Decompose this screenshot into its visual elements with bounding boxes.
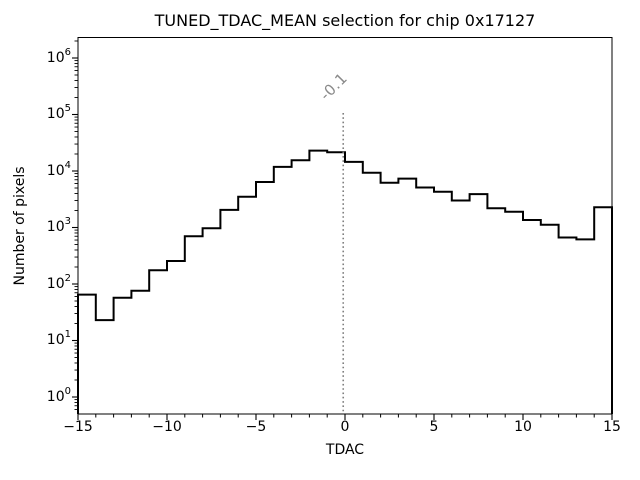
axes-spines: [77, 37, 613, 415]
y-tick-label: 104: [46, 159, 71, 179]
y-tick-label: 101: [46, 329, 71, 348]
y-tick-label: 105: [46, 103, 71, 122]
x-tick-label: −15: [63, 419, 93, 435]
chart-title: TUNED_TDAC_MEAN selection for chip 0x171…: [154, 11, 536, 30]
y-tick-label: 102: [46, 272, 71, 292]
x-tick-label: −5: [245, 419, 267, 435]
x-tick-label: 0: [340, 419, 350, 435]
x-tick-label: 15: [603, 419, 621, 435]
x-tick-label: −10: [152, 419, 182, 435]
y-tick-label: 100: [46, 385, 71, 405]
x-axis-label: TDAC: [325, 442, 365, 458]
histogram-step-line: [77, 149, 613, 414]
y-tick-label: 106: [46, 46, 71, 66]
x-tick-label: 10: [514, 419, 532, 435]
x-tick-label: 5: [429, 419, 439, 435]
y-tick-label: 103: [46, 216, 71, 235]
